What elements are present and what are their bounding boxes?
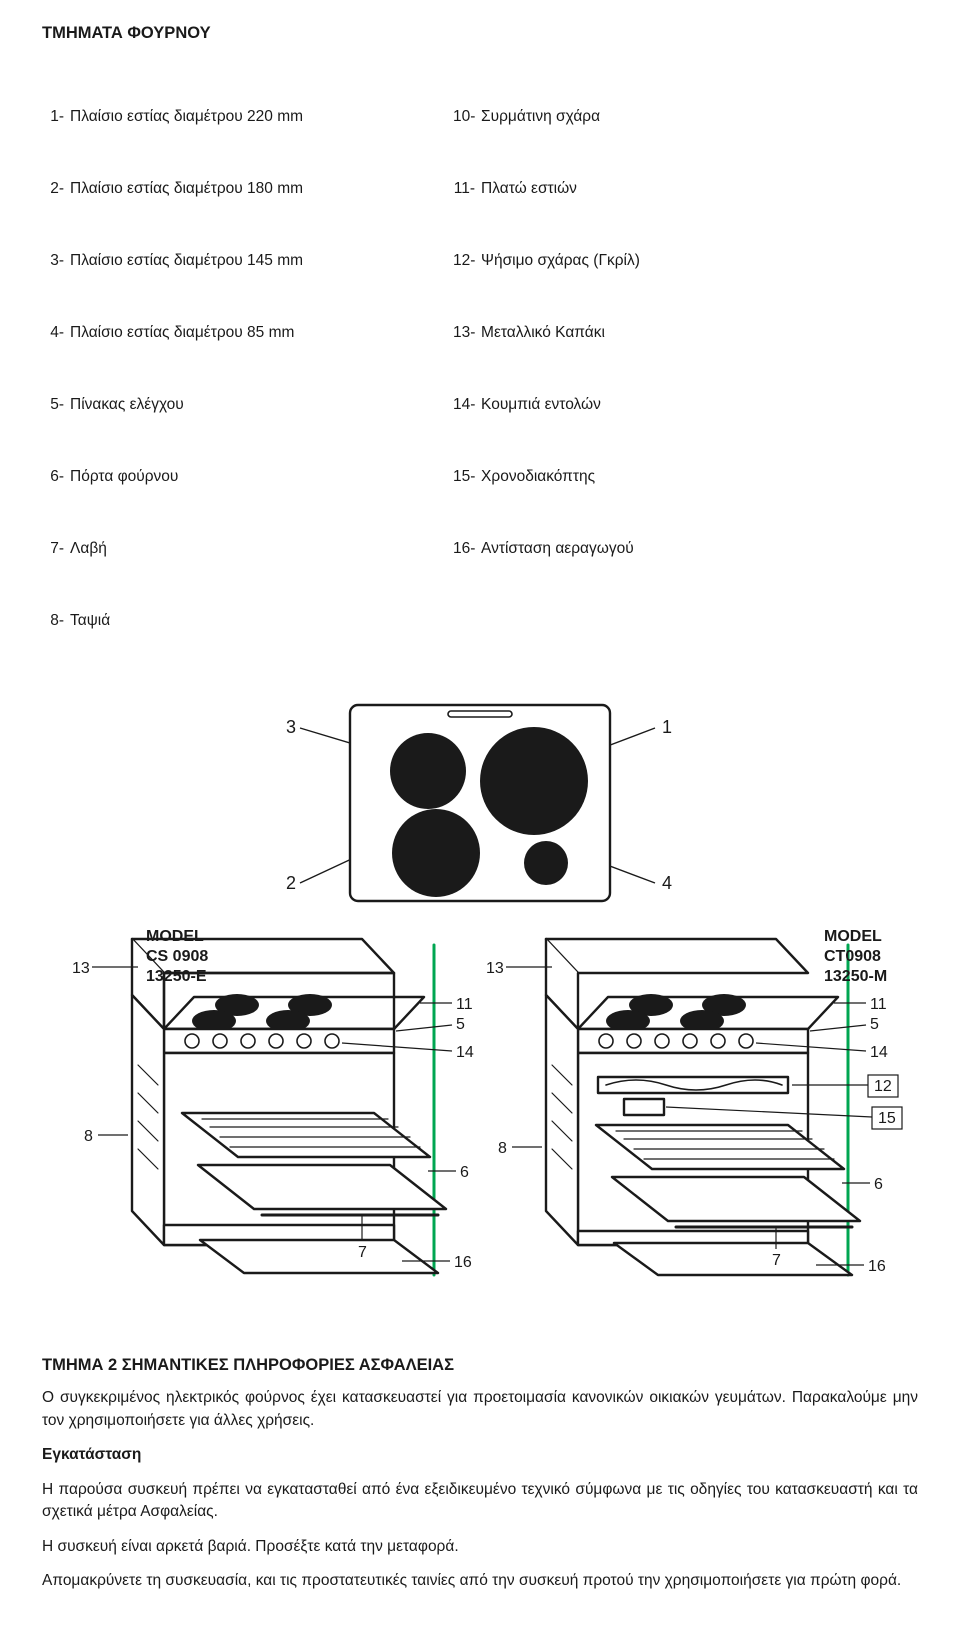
- item-number: 8-: [42, 609, 70, 633]
- list-item: 15-Χρονοδιακόπτης: [453, 465, 640, 489]
- callout-12: 12: [874, 1078, 892, 1095]
- item-text: Ταψιά: [70, 609, 110, 633]
- item-number: 11-: [453, 177, 481, 201]
- item-text: Πίνακας ελέγχου: [70, 393, 184, 417]
- item-number: 2-: [42, 177, 70, 201]
- model-line: MODEL: [824, 927, 887, 947]
- item-number: 4-: [42, 321, 70, 345]
- callout-8: 8: [498, 1140, 507, 1157]
- model-label-right: MODEL CT0908 13250-M: [824, 927, 887, 987]
- callout-11: 11: [870, 996, 887, 1013]
- list-item: 13-Μεταλλικό Καπάκι: [453, 321, 640, 345]
- callout-6: 6: [460, 1164, 469, 1181]
- section2-title: ΤΜΗΜΑ 2 ΣΗΜΑΝΤΙΚΕΣ ΠΛΗΡΟΦΟΡΙΕΣ ΑΣΦΑΛΕΙΑΣ: [42, 1356, 918, 1375]
- list-item: 1-Πλαίσιο εστίας διαμέτρου 220 mm: [42, 105, 303, 129]
- section2-p3: Η συσκευή είναι αρκετά βαριά. Προσέξτε κ…: [42, 1536, 918, 1558]
- model-label-left: MODEL CS 0908 13250-E: [146, 927, 208, 987]
- list-item: 12-Ψήσιμο σχάρας (Γκρίλ): [453, 249, 640, 273]
- item-number: 3-: [42, 249, 70, 273]
- item-number: 6-: [42, 465, 70, 489]
- cooktop-diagram: 3 1 2 4: [42, 693, 918, 913]
- item-text: Πλαίσιο εστίας διαμέτρου 85 mm: [70, 321, 294, 345]
- callout-6: 6: [874, 1176, 883, 1193]
- page-title: ΤΜΗΜΑΤΑ ΦΟΥΡΝΟΥ: [42, 24, 918, 43]
- stove-left-svg: 13 11 5 14 8 6: [42, 925, 474, 1295]
- item-number: 10-: [453, 105, 481, 129]
- callout-15: 15: [878, 1110, 896, 1127]
- callout-11: 11: [456, 996, 473, 1013]
- item-text: Λαβή: [70, 537, 107, 561]
- model-line: MODEL: [146, 927, 208, 947]
- callout-13: 13: [72, 960, 90, 977]
- item-text: Συρμάτινη σχάρα: [481, 105, 600, 129]
- callout-16: 16: [868, 1258, 886, 1275]
- section2-p4: Απομακρύνετε τη συσκευασία, και τις προσ…: [42, 1570, 918, 1592]
- callout-7: 7: [772, 1252, 781, 1269]
- install-heading: Εγκατάσταση: [42, 1444, 918, 1466]
- callout-5: 5: [456, 1016, 465, 1033]
- list-item: 11-Πλατώ εστιών: [453, 177, 640, 201]
- list-item: 10-Συρμάτινη σχάρα: [453, 105, 640, 129]
- item-text: Πλαίσιο εστίας διαμέτρου 220 mm: [70, 105, 303, 129]
- item-text: Ψήσιμο σχάρας (Γκρίλ): [481, 249, 640, 273]
- item-text: Πλατώ εστιών: [481, 177, 577, 201]
- cooktop-label-2: 2: [286, 873, 296, 893]
- model-line: 13250-M: [824, 967, 887, 987]
- item-number: 1-: [42, 105, 70, 129]
- item-number: 13-: [453, 321, 481, 345]
- section2-p2: Η παρούσα συσκευή πρέπει να εγκατασταθεί…: [42, 1479, 918, 1524]
- callout-5: 5: [870, 1016, 879, 1033]
- cooktop-svg: 3 1 2 4: [260, 693, 700, 913]
- item-text: Πλαίσιο εστίας διαμέτρου 145 mm: [70, 249, 303, 273]
- stoves-row: MODEL CS 0908 13250-E: [42, 925, 918, 1300]
- stove-right: MODEL CT0908 13250-M: [486, 925, 918, 1300]
- item-number: 14-: [453, 393, 481, 417]
- model-line: 13250-E: [146, 967, 208, 987]
- cooktop-label-4: 4: [662, 873, 672, 893]
- callout-13: 13: [486, 960, 504, 977]
- cooktop-label-1: 1: [662, 717, 672, 737]
- callout-14: 14: [456, 1044, 474, 1061]
- list-item: 2-Πλαίσιο εστίας διαμέτρου 180 mm: [42, 177, 303, 201]
- callout-16: 16: [454, 1254, 472, 1271]
- item-number: 7-: [42, 537, 70, 561]
- item-text: Μεταλλικό Καπάκι: [481, 321, 605, 345]
- parts-columns: 1-Πλαίσιο εστίας διαμέτρου 220 mm 2-Πλαί…: [42, 57, 918, 681]
- list-item: 8-Ταψιά: [42, 609, 303, 633]
- list-item: 3-Πλαίσιο εστίας διαμέτρου 145 mm: [42, 249, 303, 273]
- item-text: Χρονοδιακόπτης: [481, 465, 595, 489]
- item-number: 16-: [453, 537, 481, 561]
- stove-left: MODEL CS 0908 13250-E: [42, 925, 474, 1300]
- model-line: CT0908: [824, 947, 887, 967]
- list-item: 6-Πόρτα φούρνου: [42, 465, 303, 489]
- item-number: 12-: [453, 249, 481, 273]
- list-item: 4-Πλαίσιο εστίας διαμέτρου 85 mm: [42, 321, 303, 345]
- callout-14: 14: [870, 1044, 888, 1061]
- item-number: 5-: [42, 393, 70, 417]
- parts-col-left: 1-Πλαίσιο εστίας διαμέτρου 220 mm 2-Πλαί…: [42, 57, 303, 681]
- list-item: 5-Πίνακας ελέγχου: [42, 393, 303, 417]
- callout-8: 8: [84, 1128, 93, 1145]
- callout-7: 7: [358, 1244, 367, 1261]
- item-text: Αντίσταση αεραγωγού: [481, 537, 634, 561]
- model-line: CS 0908: [146, 947, 208, 967]
- item-text: Πλαίσιο εστίας διαμέτρου 180 mm: [70, 177, 303, 201]
- list-item: 14-Κουμπιά εντολών: [453, 393, 640, 417]
- item-text: Πόρτα φούρνου: [70, 465, 178, 489]
- item-text: Κουμπιά εντολών: [481, 393, 601, 417]
- parts-col-right: 10-Συρμάτινη σχάρα 11-Πλατώ εστιών 12-Ψή…: [453, 57, 640, 681]
- section2-p1: Ο συγκεκριμένος ηλεκτρικός φούρνος έχει …: [42, 1387, 918, 1432]
- list-item: 16-Αντίσταση αεραγωγού: [453, 537, 640, 561]
- cooktop-label-3: 3: [286, 717, 296, 737]
- item-number: 15-: [453, 465, 481, 489]
- list-item: 7-Λαβή: [42, 537, 303, 561]
